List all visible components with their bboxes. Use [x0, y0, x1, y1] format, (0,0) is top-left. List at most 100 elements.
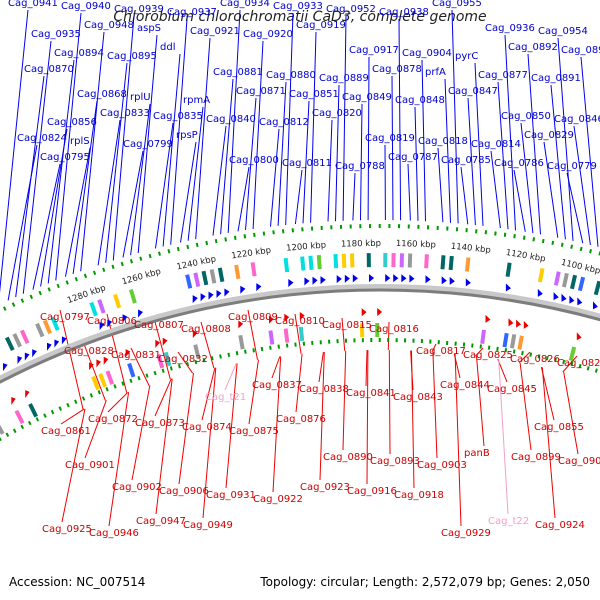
scale-tick: [29, 294, 34, 300]
gene-label: Cag_0902: [112, 482, 162, 493]
label-connector: [177, 351, 194, 374]
reverse-gene-arrow: [576, 332, 582, 341]
gene-label: Cag_0922: [253, 494, 303, 505]
forward-gene-arrow: [61, 336, 67, 345]
scale-tick: [554, 357, 557, 363]
reverse-gene-arrow: [523, 320, 529, 329]
gene-label: Cag_0850: [501, 111, 551, 122]
scale-tick: [38, 290, 42, 296]
label-connector: [15, 75, 45, 298]
scale-tick: [20, 298, 25, 303]
cog-color-block: [424, 254, 429, 269]
scale-tick: [479, 344, 482, 349]
label-connector: [131, 385, 151, 481]
gene-label: Cag_0948: [84, 20, 134, 31]
scale-tick: [81, 396, 86, 401]
scale-tick: [153, 370, 157, 376]
scale-tick: [176, 246, 180, 252]
reverse-gene-arrow: [269, 315, 274, 324]
reverse-gene-arrow: [155, 339, 160, 348]
reverse-gene-arrow: [25, 390, 30, 399]
cog-color-block: [113, 293, 122, 309]
label-connector: [302, 100, 310, 224]
cog-color-block: [89, 301, 98, 317]
label-connector: [155, 378, 173, 515]
label-connector: [475, 347, 484, 357]
gene-label: Cag_0872: [88, 414, 138, 425]
forward-gene-arrow: [99, 322, 105, 330]
label-connector: [220, 78, 234, 235]
label-connector: [504, 34, 516, 231]
cog-color-block: [209, 269, 217, 284]
gene-label: Cag_0806: [87, 316, 137, 327]
forward-gene-arrow: [192, 295, 198, 304]
forward-gene-arrow: [425, 275, 431, 284]
label-connector: [237, 166, 250, 232]
genome-title: Chlorobium chlorochromatii CaD3, complet…: [113, 9, 487, 25]
scale-tick: [589, 248, 592, 254]
label-connector: [248, 359, 259, 425]
gene-label: Cag_0916: [347, 486, 397, 497]
scale-tick: [244, 349, 247, 354]
scale-tick: [195, 242, 199, 248]
forward-gene-arrow: [537, 288, 543, 297]
cog-color-block: [569, 274, 578, 290]
scale-tick: [487, 345, 491, 350]
gene-label: Cag_0901: [65, 460, 115, 471]
gene-label: Cag_0923: [300, 482, 350, 493]
gene-label: Cag_0876: [276, 414, 326, 425]
cog-color-block: [127, 362, 136, 378]
scale-tick: [129, 259, 133, 264]
label-connector: [550, 84, 566, 240]
label-connector: [454, 353, 462, 527]
label-connector: [162, 53, 181, 247]
gene-label: Cag_0856: [47, 117, 97, 128]
cog-color-block: [509, 334, 517, 349]
label-connector: [130, 103, 151, 256]
scale-tick: [0, 436, 2, 442]
cog-color-block: [98, 373, 108, 388]
label-connector: [562, 355, 578, 373]
scale-tick: [12, 428, 17, 434]
forward-gene-arrow: [352, 274, 358, 283]
gene-label: Cag_0826: [510, 354, 560, 365]
label-connector: [285, 12, 294, 226]
scale-tick: [503, 232, 507, 237]
label-connector: [541, 367, 556, 519]
forward-gene-arrow: [393, 274, 399, 283]
label-connector: [137, 34, 158, 254]
scale-tick: [145, 373, 149, 378]
gene-label: Cag_0800: [229, 155, 279, 166]
label-connector: [272, 356, 282, 493]
forward-gene-arrow: [216, 290, 222, 298]
label-connector: [153, 317, 171, 380]
gene-label: Cag_0848: [395, 95, 445, 106]
scale-tick: [102, 267, 106, 273]
forward-gene-arrow: [138, 309, 143, 318]
label-connector: [360, 103, 363, 221]
cog-color-block: [561, 272, 569, 288]
scale-tick: [137, 375, 141, 381]
forward-gene-arrow: [577, 297, 583, 306]
gene-label: Cag_0881: [213, 67, 263, 78]
gene-label: Cag_0938: [379, 7, 429, 18]
gene-label: Cag_0949: [183, 520, 233, 531]
gene-label: Cag_0924: [535, 520, 585, 531]
label-connector: [490, 150, 501, 229]
gene-label: Cag_0931: [206, 490, 256, 501]
gene-label: Cag_0875: [229, 426, 279, 437]
label-connector: [83, 343, 106, 401]
label-connector: [295, 353, 303, 413]
reverse-gene-arrow: [299, 312, 305, 320]
forward-gene-arrow: [200, 293, 206, 302]
gene-label: Cag_0845: [487, 384, 537, 395]
scale-tick: [252, 348, 255, 353]
label-connector: [0, 9, 29, 294]
gene-label: Cag_0855: [534, 422, 584, 433]
gene-label: Cag_0827: [557, 358, 600, 369]
label-connector: [432, 351, 438, 459]
label-connector: [498, 359, 509, 515]
label-connector: [170, 18, 188, 245]
reverse-gene-arrow: [284, 313, 290, 322]
